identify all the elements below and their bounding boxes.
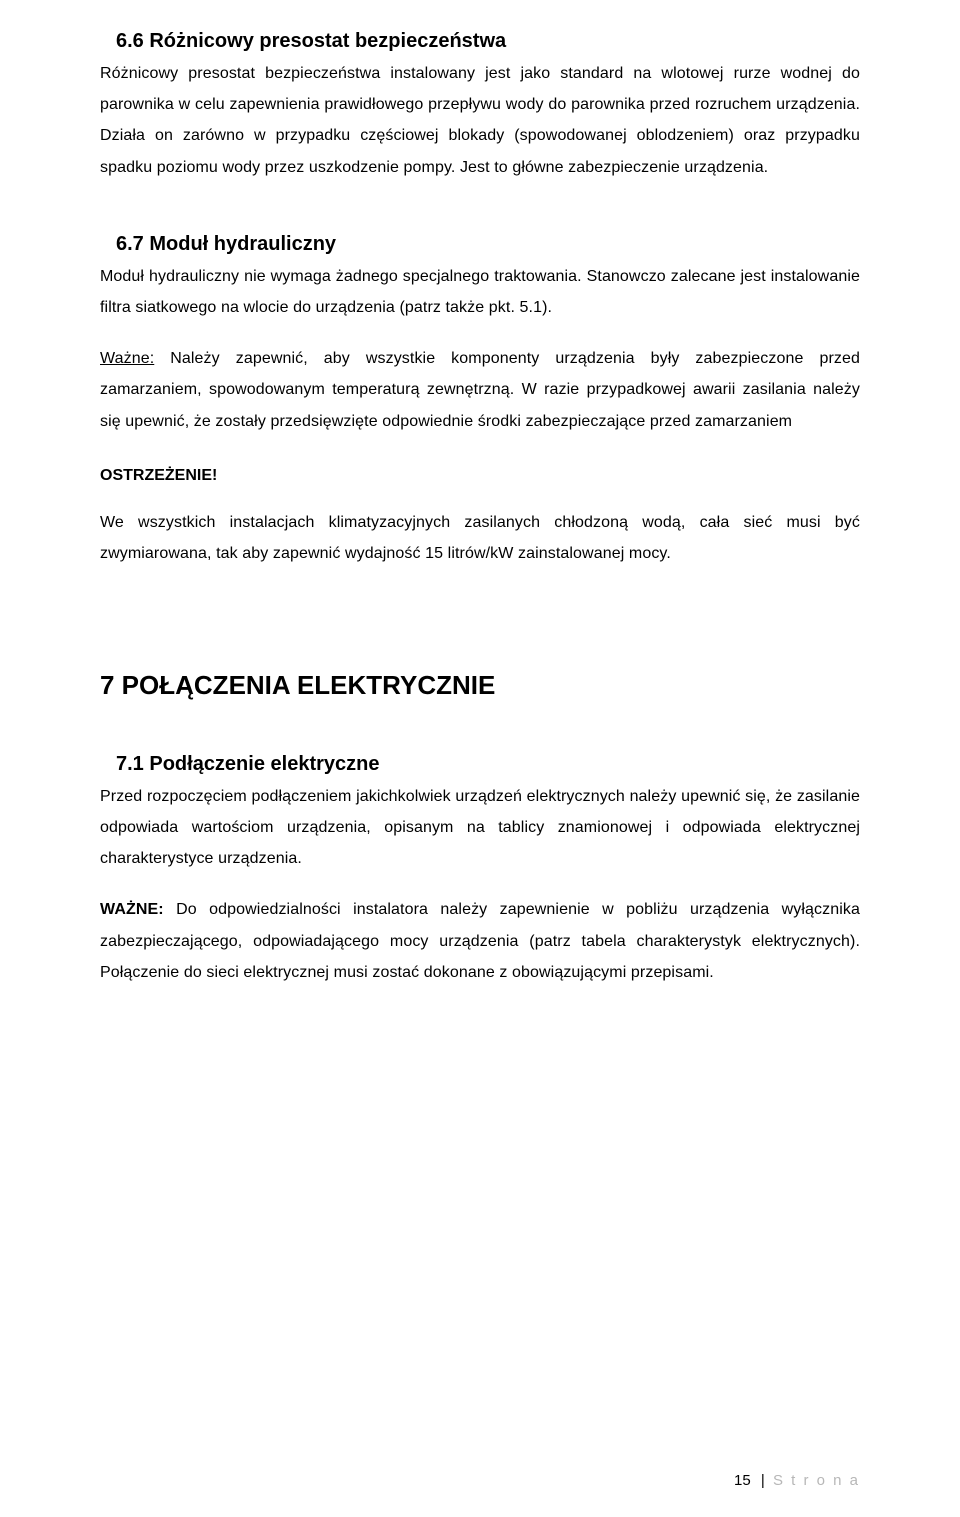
heading-6-7: 6.7 Moduł hydrauliczny	[116, 231, 860, 257]
warning-label: OSTRZEŻENIE!	[100, 467, 860, 485]
page-number: 15	[734, 1472, 751, 1489]
important-label: Ważne:	[100, 350, 154, 367]
page-label: S t r o n a	[773, 1472, 860, 1489]
paragraph-6-7-a: Moduł hydrauliczny nie wymaga żadnego sp…	[100, 261, 860, 323]
paragraph-7-1-b: WAŻNE: Do odpowiedzialności instalatora …	[100, 894, 860, 988]
paragraph-6-7-b-text: Należy zapewnić, aby wszystkie komponent…	[100, 350, 860, 429]
page-footer: 15 | S t r o n a	[734, 1472, 860, 1489]
paragraph-7-1-b-text: Do odpowiedzialności instalatora należy …	[100, 901, 860, 980]
paragraph-6-6: Różnicowy presostat bezpieczeństwa insta…	[100, 58, 860, 183]
footer-divider: |	[755, 1472, 773, 1489]
heading-6-6: 6.6 Różnicowy presostat bezpieczeństwa	[116, 28, 860, 54]
heading-7: 7 POŁĄCZENIA ELEKTRYCZNIE	[100, 669, 860, 703]
paragraph-6-7-c: We wszystkich instalacjach klimatyzacyjn…	[100, 507, 860, 569]
document-page: 6.6 Różnicowy presostat bezpieczeństwa R…	[0, 0, 960, 1517]
heading-7-1: 7.1 Podłączenie elektryczne	[116, 751, 860, 777]
important-bold-label: WAŻNE:	[100, 901, 164, 918]
paragraph-7-1-a: Przed rozpoczęciem podłączeniem jakichko…	[100, 781, 860, 875]
paragraph-6-7-b: Ważne: Należy zapewnić, aby wszystkie ko…	[100, 343, 860, 437]
